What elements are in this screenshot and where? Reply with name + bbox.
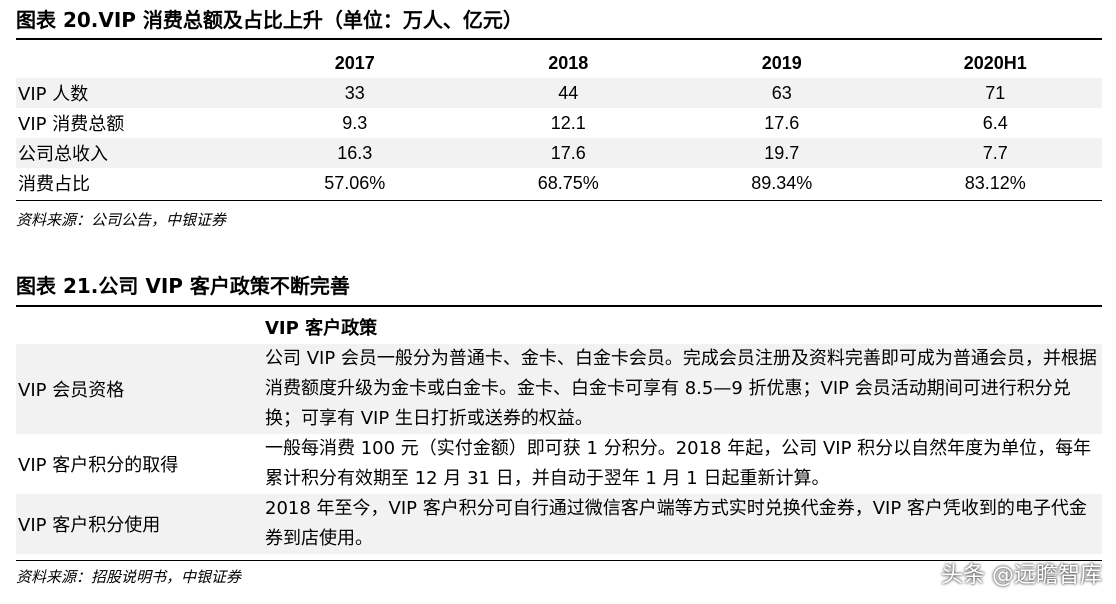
table1-source: 资料来源：公司公告，中银证券 bbox=[16, 211, 227, 229]
row-label: VIP 客户积分使用 bbox=[18, 515, 161, 536]
policy-text: 2018 年至今，VIP 客户积分可自行通过微信客户端等方式实时兑换代金券，VI… bbox=[265, 498, 1087, 549]
policy-text: 公司 VIP 会员一般分为普通卡、金卡、白金卡会员。完成会员注册及资料完善即可成… bbox=[265, 348, 1097, 429]
row-label: 消费占比 bbox=[18, 174, 90, 195]
table-row: VIP 客户积分使用 2018 年至今，VIP 客户积分可自行通过微信客户端等方… bbox=[16, 494, 1102, 554]
table1-bottom-rule bbox=[16, 200, 1102, 201]
row-label: VIP 消费总额 bbox=[18, 114, 125, 135]
table-cell: 7.7 bbox=[982, 142, 1008, 163]
table2-source: 资料来源：招股说明书，中银证券 bbox=[16, 568, 242, 586]
table1-top-rule bbox=[16, 38, 1102, 40]
table1: 2017 2018 2019 2020H1 VIP 人数 33 44 63 71… bbox=[16, 48, 1102, 198]
table-cell: 57.06% bbox=[324, 172, 386, 193]
table2: VIP 客户政策 VIP 会员资格 公司 VIP 会员一般分为普通卡、金卡、白金… bbox=[16, 314, 1102, 554]
table1-col-header: 2017 bbox=[334, 52, 375, 73]
table-cell: 9.3 bbox=[342, 112, 368, 133]
row-label: VIP 人数 bbox=[18, 84, 89, 105]
row-label: 公司总收入 bbox=[18, 144, 108, 165]
watermark: 头条 @远瞻智库 bbox=[941, 563, 1102, 588]
table-cell: 17.6 bbox=[550, 142, 586, 163]
table-cell: 44 bbox=[558, 82, 579, 103]
table1-header-row: 2017 2018 2019 2020H1 bbox=[16, 48, 1102, 78]
table-cell: 16.3 bbox=[337, 142, 373, 163]
table2-top-rule bbox=[16, 305, 1102, 307]
table2-col-header: VIP 客户政策 bbox=[265, 318, 378, 339]
table-cell: 83.12% bbox=[964, 172, 1026, 193]
table2-header-row: VIP 客户政策 bbox=[16, 314, 1102, 344]
table2-bottom-rule bbox=[16, 560, 1102, 561]
table-row: VIP 人数 33 44 63 71 bbox=[16, 78, 1102, 108]
table-cell: 33 bbox=[344, 82, 365, 103]
table-cell: 68.75% bbox=[537, 172, 599, 193]
policy-text: 一般每消费 100 元（实付金额）即可获 1 分积分。2018 年起，公司 VI… bbox=[265, 438, 1092, 489]
table-row: VIP 会员资格 公司 VIP 会员一般分为普通卡、金卡、白金卡会员。完成会员注… bbox=[16, 344, 1102, 434]
table-cell: 89.34% bbox=[751, 172, 813, 193]
table1-col-header: 2020H1 bbox=[963, 52, 1027, 73]
row-label: VIP 会员资格 bbox=[18, 380, 125, 401]
table-row: VIP 消费总额 9.3 12.1 17.6 6.4 bbox=[16, 108, 1102, 138]
table-row: VIP 客户积分的取得 一般每消费 100 元（实付金额）即可获 1 分积分。2… bbox=[16, 434, 1102, 494]
table-cell: 6.4 bbox=[982, 112, 1008, 133]
table-row: 消费占比 57.06% 68.75% 89.34% 83.12% bbox=[16, 168, 1102, 198]
table1-col-header: 2019 bbox=[761, 52, 802, 73]
table-cell: 71 bbox=[985, 82, 1006, 103]
table-row: 公司总收入 16.3 17.6 19.7 7.7 bbox=[16, 138, 1102, 168]
table1-title: 图表 20.VIP 消费总额及占比上升（单位：万人、亿元） bbox=[16, 8, 523, 32]
table-cell: 19.7 bbox=[764, 142, 800, 163]
row-label: VIP 客户积分的取得 bbox=[18, 455, 179, 476]
table-cell: 63 bbox=[771, 82, 792, 103]
table-cell: 17.6 bbox=[764, 112, 800, 133]
table-cell: 12.1 bbox=[550, 112, 586, 133]
table2-title: 图表 21.公司 VIP 客户政策不断完善 bbox=[16, 274, 350, 298]
table1-col-header: 2018 bbox=[548, 52, 589, 73]
